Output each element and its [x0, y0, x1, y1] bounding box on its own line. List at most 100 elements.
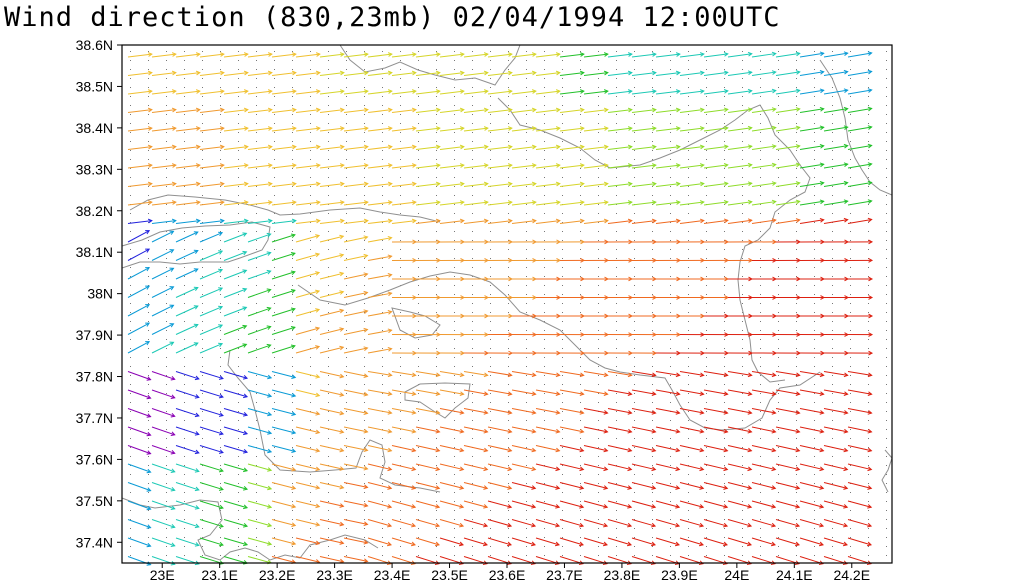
grid-dot	[292, 321, 293, 322]
grid-dot	[292, 357, 293, 358]
wind-arrow	[775, 371, 801, 378]
grid-dot	[490, 375, 491, 376]
grid-dot	[472, 312, 473, 313]
grid-dot	[544, 429, 545, 430]
grid-dot	[616, 555, 617, 556]
grid-dot	[580, 87, 581, 88]
grid-dot	[544, 213, 545, 214]
wind-arrow	[847, 313, 874, 319]
wind-arrow	[247, 288, 272, 298]
grid-dot	[436, 96, 437, 97]
wind-arrow	[343, 519, 369, 527]
grid-dot	[490, 384, 491, 385]
grid-dot	[868, 330, 869, 331]
wind-arrow	[175, 144, 201, 150]
wind-arrow	[199, 144, 225, 150]
wind-arrow	[127, 285, 151, 298]
grid-dot	[652, 294, 653, 295]
grid-dot	[274, 141, 275, 142]
grid-dot	[580, 141, 581, 142]
wind-arrow	[751, 181, 777, 187]
grid-dot	[706, 375, 707, 376]
grid-dot	[454, 537, 455, 538]
wind-arrow	[295, 482, 321, 490]
grid-dot	[400, 195, 401, 196]
grid-dot	[886, 483, 887, 484]
grid-dot	[634, 213, 635, 214]
wind-arrow	[319, 371, 345, 379]
grid-dot	[508, 312, 509, 313]
wind-arrow	[535, 445, 561, 453]
wind-arrow	[151, 230, 175, 243]
grid-dot	[418, 555, 419, 556]
grid-dot	[220, 447, 221, 448]
grid-dot	[274, 537, 275, 538]
wind-arrow	[655, 107, 681, 113]
grid-dot	[868, 492, 869, 493]
grid-dot	[274, 159, 275, 160]
grid-dot	[778, 375, 779, 376]
grid-dot	[148, 114, 149, 115]
grid-dot	[382, 366, 383, 367]
grid-dot	[166, 519, 167, 520]
grid-dot	[166, 456, 167, 457]
wind-arrow	[823, 106, 849, 113]
grid-dot	[580, 375, 581, 376]
wind-arrow	[367, 309, 393, 317]
grid-dot	[490, 474, 491, 475]
wind-arrow	[439, 332, 466, 337]
grid-dot	[310, 60, 311, 61]
grid-dot	[670, 78, 671, 79]
grid-dot	[580, 150, 581, 151]
grid-dot	[274, 258, 275, 259]
grid-dot	[292, 150, 293, 151]
grid-dot	[814, 294, 815, 295]
wind-arrow	[151, 249, 175, 261]
grid-dot	[544, 258, 545, 259]
wind-arrow	[343, 70, 369, 76]
wind-arrow	[703, 313, 730, 319]
grid-dot	[310, 321, 311, 322]
grid-dot	[526, 132, 527, 133]
grid-dot	[220, 474, 221, 475]
wind-arrow	[199, 52, 225, 58]
grid-dot	[886, 177, 887, 178]
grid-dot	[184, 285, 185, 286]
grid-dot	[490, 249, 491, 250]
wind-arrow	[463, 519, 489, 528]
grid-dot	[346, 96, 347, 97]
grid-dot	[526, 267, 527, 268]
grid-dot	[598, 132, 599, 133]
grid-dot	[598, 303, 599, 304]
wind-arrow	[799, 106, 825, 113]
wind-arrow	[127, 322, 151, 335]
wind-arrow	[583, 313, 610, 319]
wind-arrow	[847, 537, 872, 547]
grid-dot	[886, 285, 887, 286]
grid-dot	[328, 339, 329, 340]
wind-arrow	[223, 482, 249, 491]
grid-dot	[130, 267, 131, 268]
wind-arrow	[223, 324, 248, 335]
grid-dot	[796, 60, 797, 61]
grid-dot	[886, 411, 887, 412]
wind-arrow	[631, 89, 657, 95]
grid-dot	[364, 393, 365, 394]
grid-dot	[868, 483, 869, 484]
grid-dot	[328, 420, 329, 421]
grid-dot	[382, 420, 383, 421]
grid-dot	[868, 114, 869, 115]
wind-arrow	[319, 290, 345, 298]
grid-dot	[400, 555, 401, 556]
grid-dot	[346, 357, 347, 358]
grid-dot	[472, 519, 473, 520]
grid-dot	[472, 393, 473, 394]
grid-dot	[148, 321, 149, 322]
grid-dot	[652, 114, 653, 115]
grid-dot	[310, 294, 311, 295]
wind-arrow	[343, 89, 369, 95]
grid-dot	[652, 456, 653, 457]
grid-dot	[850, 231, 851, 232]
grid-dot	[796, 186, 797, 187]
grid-dot	[832, 87, 833, 88]
